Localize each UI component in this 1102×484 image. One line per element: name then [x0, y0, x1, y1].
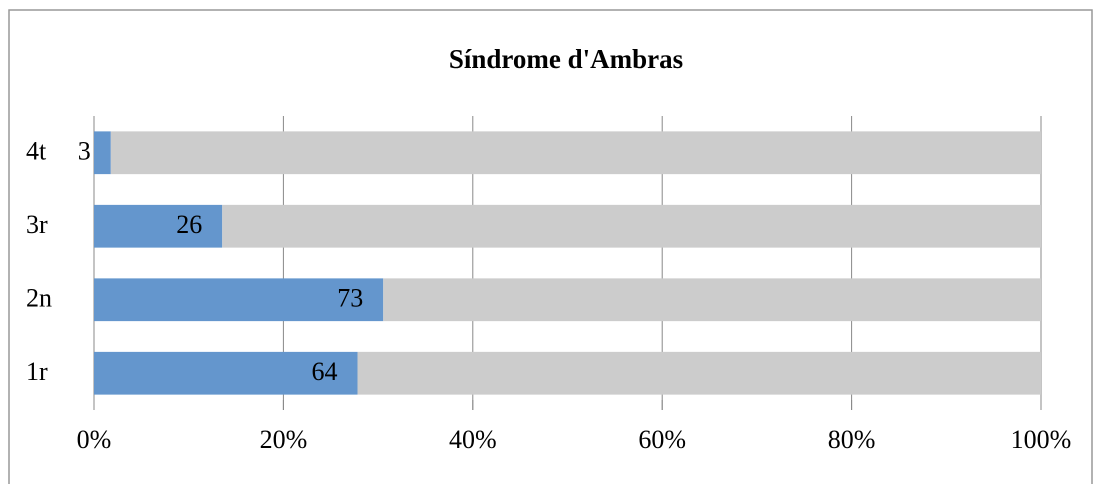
x-tick-label: 100%	[1011, 425, 1072, 454]
data-label: 26	[176, 210, 202, 239]
chart-frame	[8, 9, 1093, 484]
data-label: 3	[78, 137, 91, 166]
bar-segment	[94, 351, 358, 395]
bar-segment	[94, 131, 111, 175]
x-tick-label: 40%	[449, 425, 497, 454]
bar-segment	[110, 131, 1041, 175]
chart-title: Síndrome d'Ambras	[449, 44, 683, 74]
y-tick-label: 2n	[26, 284, 52, 313]
bar-segment	[383, 278, 1041, 322]
bar-segment	[357, 351, 1041, 395]
x-tick-label: 20%	[260, 425, 308, 454]
x-tick-label: 0%	[77, 425, 112, 454]
bar-segment	[94, 278, 384, 322]
x-tick-label: 80%	[828, 425, 876, 454]
y-tick-label: 1r	[26, 357, 48, 386]
y-tick-label: 3r	[26, 210, 48, 239]
bar-segment	[94, 204, 223, 248]
bar-segment	[222, 204, 1042, 248]
x-tick-label: 60%	[638, 425, 686, 454]
data-label: 73	[337, 284, 363, 313]
y-tick-label: 4t	[26, 137, 47, 166]
data-label: 64	[312, 357, 338, 386]
